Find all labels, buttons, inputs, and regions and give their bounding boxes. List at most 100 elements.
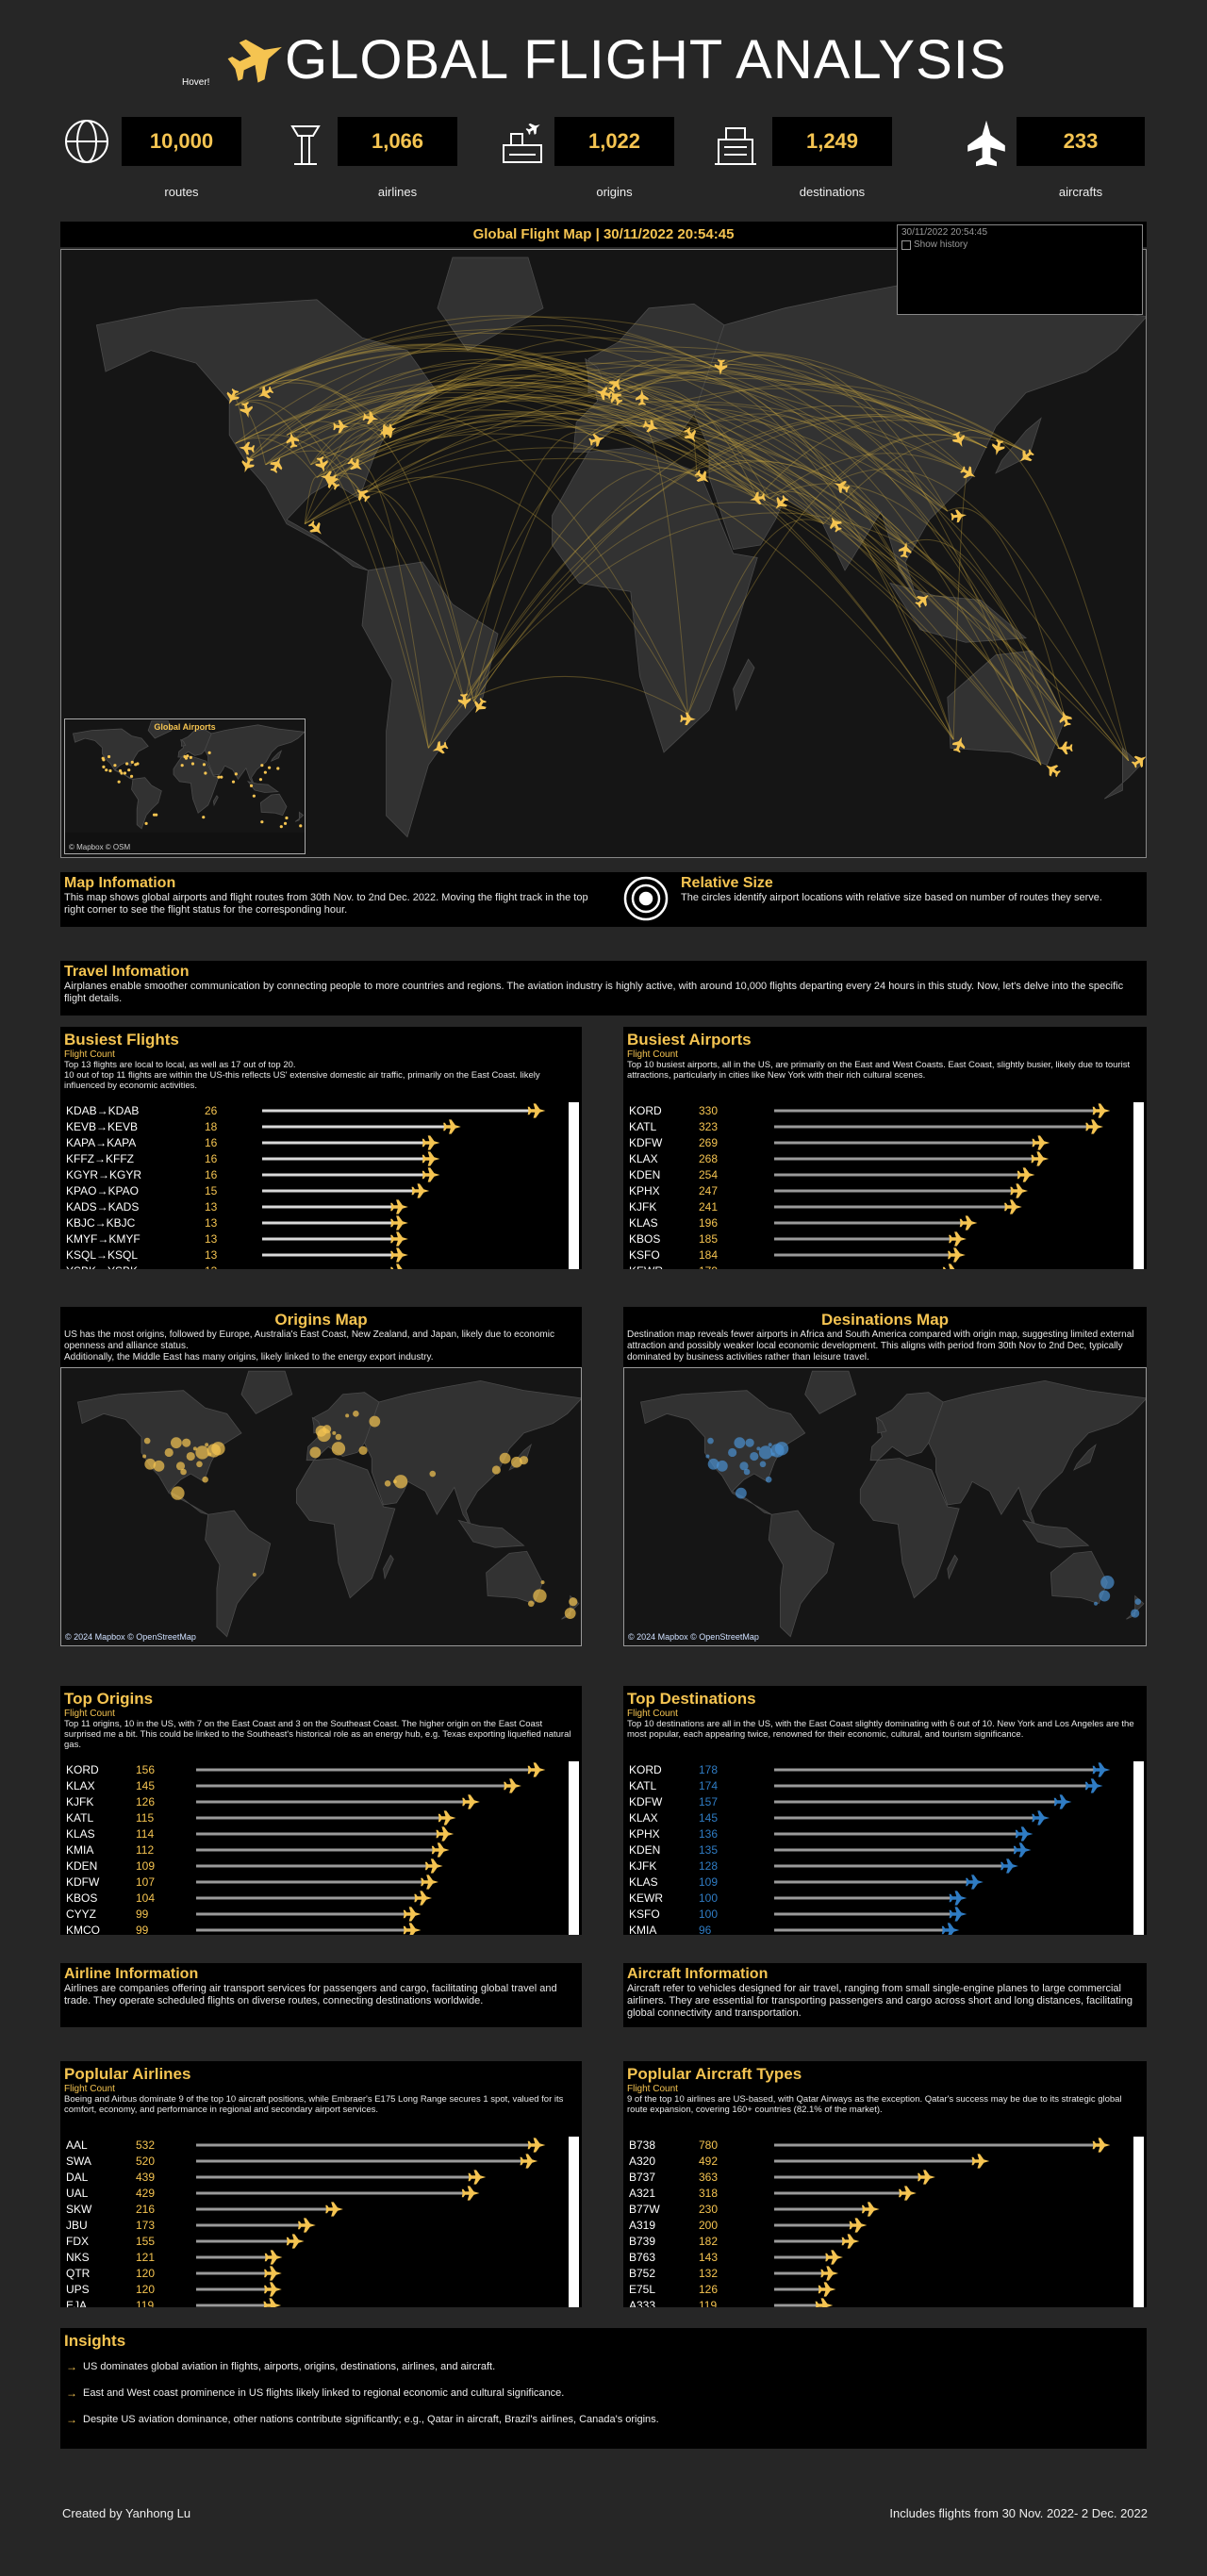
airport-dot bbox=[750, 1451, 759, 1461]
category-label: KDFW bbox=[66, 1875, 100, 1889]
chart-panel: Poplular Airlines Flight Count Boeing and … bbox=[60, 2061, 582, 2307]
plane-icon bbox=[424, 1858, 443, 1874]
value-label: 115 bbox=[136, 1811, 154, 1825]
category-label: KLAS bbox=[629, 1216, 658, 1230]
category-label: KSFO bbox=[629, 1248, 660, 1262]
chart-subtitle: Flight Count bbox=[627, 2084, 678, 2094]
kpi-box: 10,000 bbox=[122, 117, 241, 166]
show-history[interactable]: Show history bbox=[901, 239, 967, 250]
value-label: 109 bbox=[136, 1859, 155, 1873]
airport-dot bbox=[186, 754, 190, 758]
airport-dot bbox=[217, 775, 221, 779]
airport-dot bbox=[768, 1443, 772, 1447]
checkbox[interactable] bbox=[901, 239, 911, 250]
bar bbox=[774, 1237, 958, 1241]
route bbox=[630, 371, 1066, 719]
plane-icon bbox=[1092, 1103, 1111, 1118]
plane-icon bbox=[240, 402, 254, 419]
value-label: 16 bbox=[205, 1136, 218, 1149]
route bbox=[265, 450, 351, 466]
map-credit: © 2024 Mapbox © OpenStreetMap bbox=[65, 1632, 196, 1642]
chart-subtitle: Flight Count bbox=[627, 1049, 678, 1060]
route bbox=[265, 358, 604, 466]
bar-chart: KORD 330 KATL 323 KDFW 269 KLAX 268 KDEN 254 KPHX 2… bbox=[629, 1102, 1144, 1269]
plane-icon bbox=[899, 2186, 917, 2201]
plane-icon bbox=[967, 120, 1005, 167]
value-label: 143 bbox=[699, 2251, 718, 2264]
category-label: UAL bbox=[66, 2187, 89, 2200]
bar-chart: KORD 156 KLAX 145 KJFK 126 KATL 115 KLAS 114 KMIA 1… bbox=[66, 1761, 579, 1935]
land bbox=[95, 299, 438, 571]
route bbox=[590, 404, 1130, 762]
route bbox=[690, 430, 698, 478]
plane-icon bbox=[1032, 1810, 1050, 1825]
value-label: 15 bbox=[205, 1184, 218, 1197]
category-label: FDX bbox=[66, 2235, 89, 2248]
route bbox=[690, 419, 918, 601]
airport-dot bbox=[540, 1580, 545, 1585]
airport-dot bbox=[745, 1438, 754, 1447]
chart-description: Top 10 destinations are all in the US, w… bbox=[627, 1719, 1134, 1740]
route bbox=[331, 419, 1130, 762]
info-title: Aircraft Information bbox=[627, 1966, 769, 1982]
plane-icon bbox=[411, 1183, 430, 1198]
chart-description: Top 10 busiest airports, all in the US, … bbox=[627, 1060, 1131, 1081]
value-label: 182 bbox=[699, 2235, 718, 2248]
land bbox=[457, 1519, 525, 1548]
plane-icon bbox=[270, 457, 283, 473]
airport-dot bbox=[569, 1597, 578, 1607]
chart-description: 9 of the top 10 airlines are US-based, w… bbox=[627, 2094, 1122, 2115]
category-label: KPHX bbox=[629, 1184, 660, 1197]
plane-icon bbox=[1031, 1151, 1050, 1166]
category-label: NKS bbox=[66, 2251, 90, 2264]
category-label: KDEN bbox=[629, 1843, 660, 1857]
bar bbox=[196, 1784, 513, 1788]
kpi-value: 233 bbox=[1063, 129, 1099, 153]
bar bbox=[262, 1221, 400, 1225]
plane-icon bbox=[315, 455, 328, 472]
route bbox=[615, 369, 836, 483]
category-label: KJFK bbox=[629, 1859, 656, 1873]
bar bbox=[774, 1157, 1040, 1161]
plane-icon bbox=[380, 425, 397, 438]
value-label: 200 bbox=[699, 2219, 718, 2232]
airport-dot bbox=[1131, 1609, 1140, 1618]
route bbox=[310, 394, 949, 512]
plane-icon bbox=[1015, 1826, 1033, 1841]
bar bbox=[774, 2223, 858, 2227]
bar-chart: KORD 178 KATL 174 KDFW 157 KLAX 145 KPHX 136 KDEN 1… bbox=[629, 1761, 1144, 1935]
plane-icon bbox=[680, 712, 696, 726]
value-label: 269 bbox=[699, 1136, 718, 1149]
plane-icon bbox=[825, 2250, 843, 2265]
bar bbox=[196, 2223, 307, 2227]
airport-dot bbox=[739, 1461, 749, 1471]
route bbox=[235, 377, 1130, 762]
bar bbox=[774, 2271, 830, 2275]
bar bbox=[196, 1864, 435, 1868]
insights: Insights → US dominates global aviation in… bbox=[60, 2328, 1147, 2449]
plane-icon bbox=[390, 1199, 408, 1214]
route bbox=[769, 453, 969, 500]
route bbox=[364, 364, 632, 419]
route bbox=[247, 362, 610, 461]
value-label: 16 bbox=[205, 1168, 218, 1181]
airport-dot bbox=[384, 1480, 391, 1487]
plane-icon bbox=[694, 470, 709, 483]
plane-icon bbox=[951, 736, 966, 753]
airport-dot bbox=[345, 1413, 350, 1418]
tower bbox=[290, 125, 321, 165]
plane-icon bbox=[610, 390, 623, 405]
airport-dot bbox=[1094, 1601, 1099, 1606]
airport-dot bbox=[195, 1445, 209, 1460]
route bbox=[603, 366, 1060, 749]
route bbox=[316, 413, 836, 483]
plane-icon bbox=[1004, 1199, 1022, 1214]
route bbox=[361, 415, 592, 495]
land bbox=[212, 795, 219, 807]
category-label: KLAS bbox=[66, 1827, 95, 1841]
route bbox=[304, 476, 318, 524]
plane-icon bbox=[325, 2202, 343, 2217]
land bbox=[361, 561, 499, 838]
category-label: DAL bbox=[66, 2171, 89, 2184]
